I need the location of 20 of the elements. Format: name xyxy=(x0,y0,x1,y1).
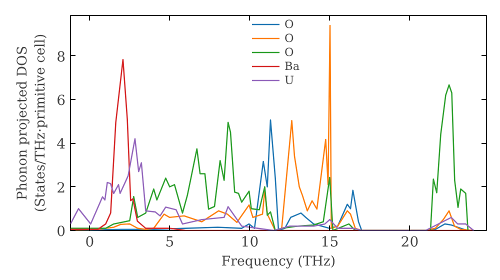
line-series xyxy=(70,84,469,230)
y-tick-label: 4 xyxy=(56,136,66,153)
x-tick-label: 0 xyxy=(85,234,94,250)
x-tick-label: 15 xyxy=(320,234,339,250)
legend-label: U xyxy=(284,73,296,87)
legend-label: O xyxy=(284,45,295,59)
line-series xyxy=(70,138,474,230)
legend-label: Ba xyxy=(284,59,301,73)
y-axis-title: Phonon projected DOS (States/THz·primitive cell) xyxy=(16,34,49,212)
y-tick-label: 2 xyxy=(56,180,66,196)
x-axis-title: Frequency (THz) xyxy=(221,254,336,270)
y-tick-label: 0 xyxy=(56,224,66,240)
x-tick-label: 10 xyxy=(240,234,259,250)
line-series xyxy=(70,58,474,230)
y-tick-label: 8 xyxy=(56,49,66,66)
legend-label: O xyxy=(284,17,295,31)
x-tick-label: 5 xyxy=(165,234,174,250)
y-tick-label: 6 xyxy=(56,93,66,110)
legend-label: O xyxy=(284,31,295,45)
x-tick-label: 20 xyxy=(400,234,419,250)
